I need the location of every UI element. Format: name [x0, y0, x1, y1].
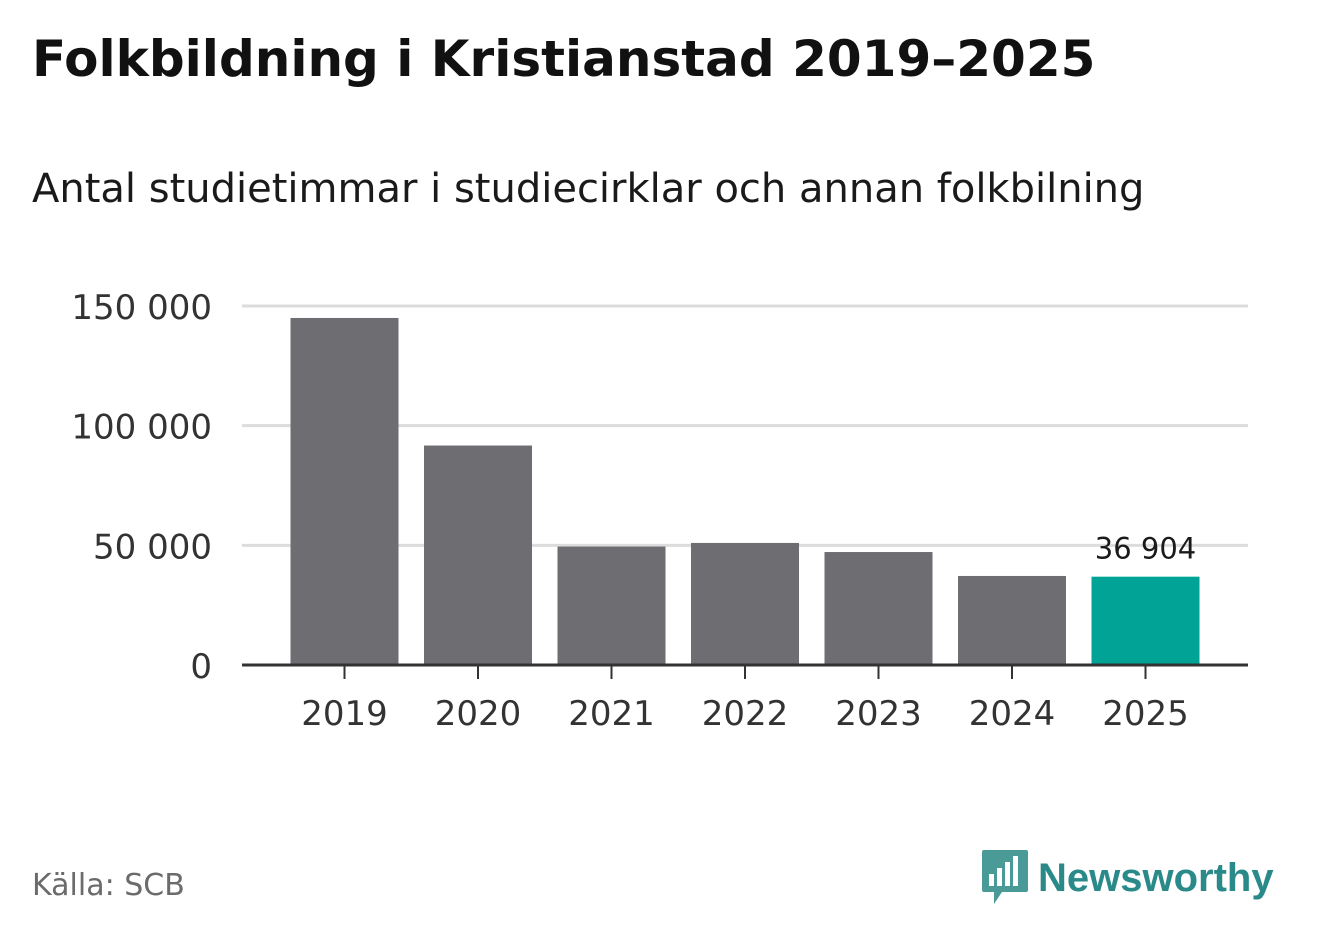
- bar-2019: [290, 317, 399, 665]
- y-tick-label: 150 000: [71, 288, 212, 328]
- data-label: 36 904: [1095, 532, 1196, 566]
- labels: 0 50 000 100 000 150 000 2019 2020 2021 2022 202…: [71, 288, 1196, 734]
- y-tick-label: 50 000: [93, 527, 212, 567]
- bar-2022: [691, 542, 799, 665]
- newsworthy-logo: Newsworthy: [980, 848, 1274, 908]
- bar-chart-speech-bubble-icon: [982, 850, 1028, 904]
- x-tick-label: 2019: [301, 694, 388, 734]
- chart-subtitle: Antal studietimmar i studiecirklar och a…: [32, 166, 1145, 212]
- x-tick-label: 2021: [568, 694, 655, 734]
- axes: [242, 663, 1248, 679]
- x-tick-label: 2023: [835, 694, 922, 734]
- brand-name: Newsworthy: [1038, 855, 1274, 900]
- bar-2020: [424, 445, 532, 665]
- source-note: Källa: SCB: [32, 868, 185, 903]
- bar-2024: [958, 575, 1066, 665]
- x-tick-label: 2022: [702, 694, 789, 734]
- y-tick-label: 100 000: [71, 408, 212, 448]
- bar-2025: [1091, 576, 1200, 665]
- x-tick-label: 2025: [1102, 694, 1189, 734]
- x-tick-label: 2020: [435, 694, 522, 734]
- bars: [290, 317, 1200, 665]
- bar-2023: [824, 552, 933, 665]
- y-tick-label: 0: [190, 647, 212, 687]
- chart-title: Folkbildning i Kristianstad 2019–2025: [32, 30, 1096, 88]
- bar-2021: [557, 546, 666, 665]
- x-tick-label: 2024: [969, 694, 1056, 734]
